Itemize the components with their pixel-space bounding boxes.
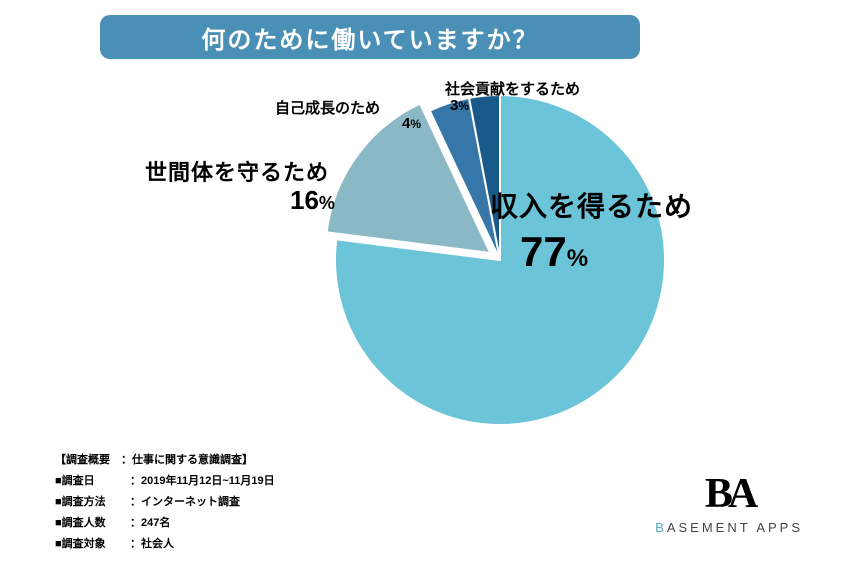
logo-text: BASEMENT APPS bbox=[655, 520, 803, 535]
metadata-row: ■調査日：2019年11月12日~11月19日 bbox=[55, 471, 275, 492]
slice-pct-contribution: 3% bbox=[450, 97, 469, 114]
slice-pct-income: 77% bbox=[520, 228, 588, 276]
slice-label-contribution: 社会貢献をするため bbox=[445, 78, 580, 99]
logo: BA BASEMENT APPS bbox=[655, 470, 803, 535]
slice-pct-growth: 4% bbox=[402, 115, 421, 132]
slice-pct-appearance: 16% bbox=[290, 185, 335, 216]
pie-svg bbox=[320, 80, 680, 440]
slice-label-appearance: 世間体を守るため bbox=[145, 155, 329, 187]
title-bar: 何のために働いていますか？ bbox=[100, 15, 640, 59]
title-text: 何のために働いていますか？ bbox=[201, 20, 538, 55]
metadata-row: ■調査人数：247名 bbox=[55, 513, 275, 534]
pie-chart bbox=[320, 80, 680, 440]
slice-label-income: 収入を得るため bbox=[490, 185, 693, 225]
metadata-row: ■調査対象：社会人 bbox=[55, 534, 275, 555]
metadata-row: ■調査方法：インターネット調査 bbox=[55, 492, 275, 513]
metadata-header: 【調査概要 ：仕事に関する意識調査】 bbox=[55, 450, 275, 471]
survey-metadata: 【調査概要 ：仕事に関する意識調査】 ■調査日：2019年11月12日~11月1… bbox=[55, 450, 275, 554]
logo-icon: BA bbox=[655, 470, 803, 518]
slice-label-growth: 自己成長のため bbox=[275, 97, 380, 118]
